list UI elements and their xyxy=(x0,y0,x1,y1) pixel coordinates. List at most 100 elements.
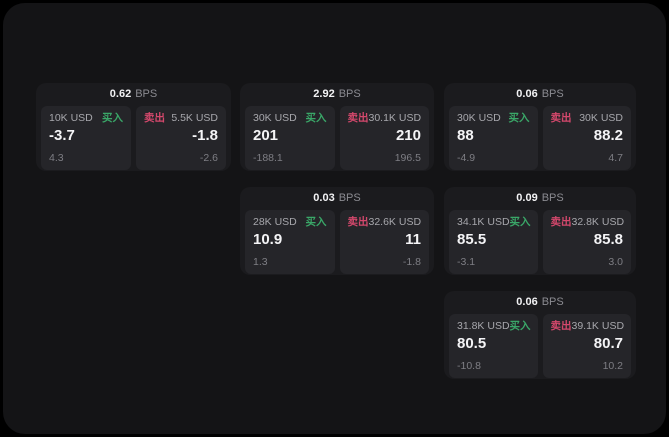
buy-panel-header: 28K USD 买入 xyxy=(253,216,327,228)
sell-panel-header: 卖出 32.8K USD xyxy=(550,216,625,228)
bps-header: 0.09 BPS xyxy=(444,187,636,210)
buy-panel[interactable]: 30K USD 买入 88 -4.9 xyxy=(449,106,538,170)
sell-price: -1.8 xyxy=(192,127,218,145)
bps-header: 0.03 BPS xyxy=(240,187,434,210)
buy-price: 85.5 xyxy=(457,231,487,249)
bps-value: 0.06 xyxy=(516,88,538,100)
bps-header: 0.62 BPS xyxy=(36,83,231,106)
quote-card: 0.09 BPS 34.1K USD 买入 85.5 -3.1 卖出 32.8K… xyxy=(444,187,636,275)
buy-sell-panels: 30K USD 买入 201 -188.1 卖出 30.1K USD 210 1… xyxy=(240,106,434,170)
buy-panel-header: 30K USD 买入 xyxy=(253,112,327,124)
sell-panel[interactable]: 卖出 32.8K USD 85.8 3.0 xyxy=(542,210,631,274)
sell-panel-header: 卖出 5.5K USD xyxy=(144,112,218,124)
bps-unit-label: BPS xyxy=(541,88,564,100)
sell-side-label: 卖出 xyxy=(347,216,369,228)
buy-panel[interactable]: 10K USD 买入 -3.7 4.3 xyxy=(41,106,131,170)
buy-panel-header: 10K USD 买入 xyxy=(49,112,123,124)
buy-side-label: 买入 xyxy=(508,112,530,124)
sell-panel[interactable]: 卖出 5.5K USD -1.8 -2.6 xyxy=(136,106,226,170)
buy-side-label: 买入 xyxy=(102,112,123,124)
sell-panel-header: 卖出 30.1K USD xyxy=(348,112,422,124)
sell-amount: 30K USD xyxy=(579,112,623,124)
sell-sub-value: 4.7 xyxy=(608,151,623,164)
sell-sub-value: 196.5 xyxy=(394,151,421,164)
sell-panel[interactable]: 卖出 30.1K USD 210 196.5 xyxy=(339,106,429,170)
quote-card: 0.06 BPS 31.8K USD 买入 80.5 -10.8 卖出 39.1… xyxy=(444,291,636,379)
buy-price: 80.5 xyxy=(457,335,487,353)
sell-side-label: 卖出 xyxy=(144,112,165,124)
bps-header: 2.92 BPS xyxy=(240,83,434,106)
buy-panel-header: 30K USD 买入 xyxy=(457,112,530,124)
sell-sub-value: 3.0 xyxy=(608,255,623,268)
bps-unit-label: BPS xyxy=(541,296,564,308)
buy-side-label: 买入 xyxy=(305,112,327,124)
sell-side-label: 卖出 xyxy=(550,216,572,228)
buy-side-label: 买入 xyxy=(509,320,531,332)
buy-sub-value: -188.1 xyxy=(253,151,283,164)
buy-sub-value: -3.1 xyxy=(457,255,476,268)
buy-panel[interactable]: 30K USD 买入 201 -188.1 xyxy=(245,106,335,170)
bps-unit-label: BPS xyxy=(135,88,158,100)
buy-side-label: 买入 xyxy=(509,216,531,228)
buy-sell-panels: 10K USD 买入 -3.7 4.3 卖出 5.5K USD -1.8 -2.… xyxy=(36,106,231,170)
bps-value: 0.03 xyxy=(313,192,335,204)
bps-value: 0.62 xyxy=(109,88,132,100)
buy-sell-panels: 31.8K USD 买入 80.5 -10.8 卖出 39.1K USD 80.… xyxy=(444,314,636,378)
quote-card: 2.92 BPS 30K USD 买入 201 -188.1 卖出 30.1K … xyxy=(240,83,434,171)
sell-side-label: 卖出 xyxy=(550,112,572,124)
buy-side-label: 买入 xyxy=(305,216,327,228)
buy-amount: 10K USD xyxy=(49,112,93,124)
sell-amount: 39.1K USD xyxy=(571,320,625,332)
buy-panel-header: 34.1K USD 买入 xyxy=(457,216,531,228)
sell-side-label: 卖出 xyxy=(347,112,369,124)
sell-panel-header: 卖出 32.6K USD xyxy=(348,216,422,228)
buy-sell-panels: 28K USD 买入 10.9 1.3 卖出 32.6K USD 11 -1.8 xyxy=(240,210,434,274)
sell-price: 80.7 xyxy=(593,335,623,353)
quote-card: 0.62 BPS 10K USD 买入 -3.7 4.3 卖出 5.5K USD… xyxy=(36,83,231,171)
bps-header: 0.06 BPS xyxy=(444,291,636,314)
buy-amount: 30K USD xyxy=(253,112,297,124)
buy-price: 10.9 xyxy=(253,231,283,249)
buy-panel[interactable]: 34.1K USD 买入 85.5 -3.1 xyxy=(449,210,538,274)
buy-sub-value: 4.3 xyxy=(49,151,64,164)
sell-panel[interactable]: 卖出 30K USD 88.2 4.7 xyxy=(542,106,631,170)
bps-unit-label: BPS xyxy=(338,88,361,100)
bps-header: 0.06 BPS xyxy=(444,83,636,106)
sell-price: 11 xyxy=(405,231,421,249)
sell-side-label: 卖出 xyxy=(550,320,572,332)
sell-amount: 32.6K USD xyxy=(368,216,422,228)
sell-amount: 30.1K USD xyxy=(368,112,422,124)
buy-price: 88 xyxy=(457,127,474,145)
sell-panel[interactable]: 卖出 32.6K USD 11 -1.8 xyxy=(339,210,429,274)
bps-unit-label: BPS xyxy=(541,192,564,204)
sell-panel-header: 卖出 39.1K USD xyxy=(550,320,625,332)
buy-panel-header: 31.8K USD 买入 xyxy=(457,320,531,332)
buy-price: 201 xyxy=(253,127,279,145)
sell-price: 85.8 xyxy=(593,231,623,249)
bps-unit-label: BPS xyxy=(338,192,361,204)
buy-sell-panels: 34.1K USD 买入 85.5 -3.1 卖出 32.8K USD 85.8… xyxy=(444,210,636,274)
sell-panel[interactable]: 卖出 39.1K USD 80.7 10.2 xyxy=(542,314,631,378)
sell-amount: 32.8K USD xyxy=(571,216,625,228)
sell-panel-header: 卖出 30K USD xyxy=(551,112,624,124)
buy-sub-value: -10.8 xyxy=(457,359,481,372)
buy-panel[interactable]: 28K USD 买入 10.9 1.3 xyxy=(245,210,335,274)
sell-price: 210 xyxy=(395,127,421,145)
buy-sub-value: 1.3 xyxy=(253,255,268,268)
buy-sub-value: -4.9 xyxy=(457,151,476,164)
buy-panel[interactable]: 31.8K USD 买入 80.5 -10.8 xyxy=(449,314,538,378)
bps-value: 0.09 xyxy=(516,192,538,204)
sell-price: 88.2 xyxy=(593,127,623,145)
bps-value: 0.06 xyxy=(516,296,538,308)
sell-amount: 5.5K USD xyxy=(171,112,218,124)
quote-card: 0.06 BPS 30K USD 买入 88 -4.9 卖出 30K USD 8… xyxy=(444,83,636,171)
buy-amount: 30K USD xyxy=(457,112,501,124)
buy-amount: 31.8K USD xyxy=(457,320,510,332)
sell-sub-value: 10.2 xyxy=(602,359,623,372)
bps-value: 2.92 xyxy=(313,88,335,100)
buy-sell-panels: 30K USD 买入 88 -4.9 卖出 30K USD 88.2 4.7 xyxy=(444,106,636,170)
quote-card: 0.03 BPS 28K USD 买入 10.9 1.3 卖出 32.6K US… xyxy=(240,187,434,275)
sell-sub-value: -1.8 xyxy=(402,255,421,268)
buy-amount: 34.1K USD xyxy=(457,216,510,228)
